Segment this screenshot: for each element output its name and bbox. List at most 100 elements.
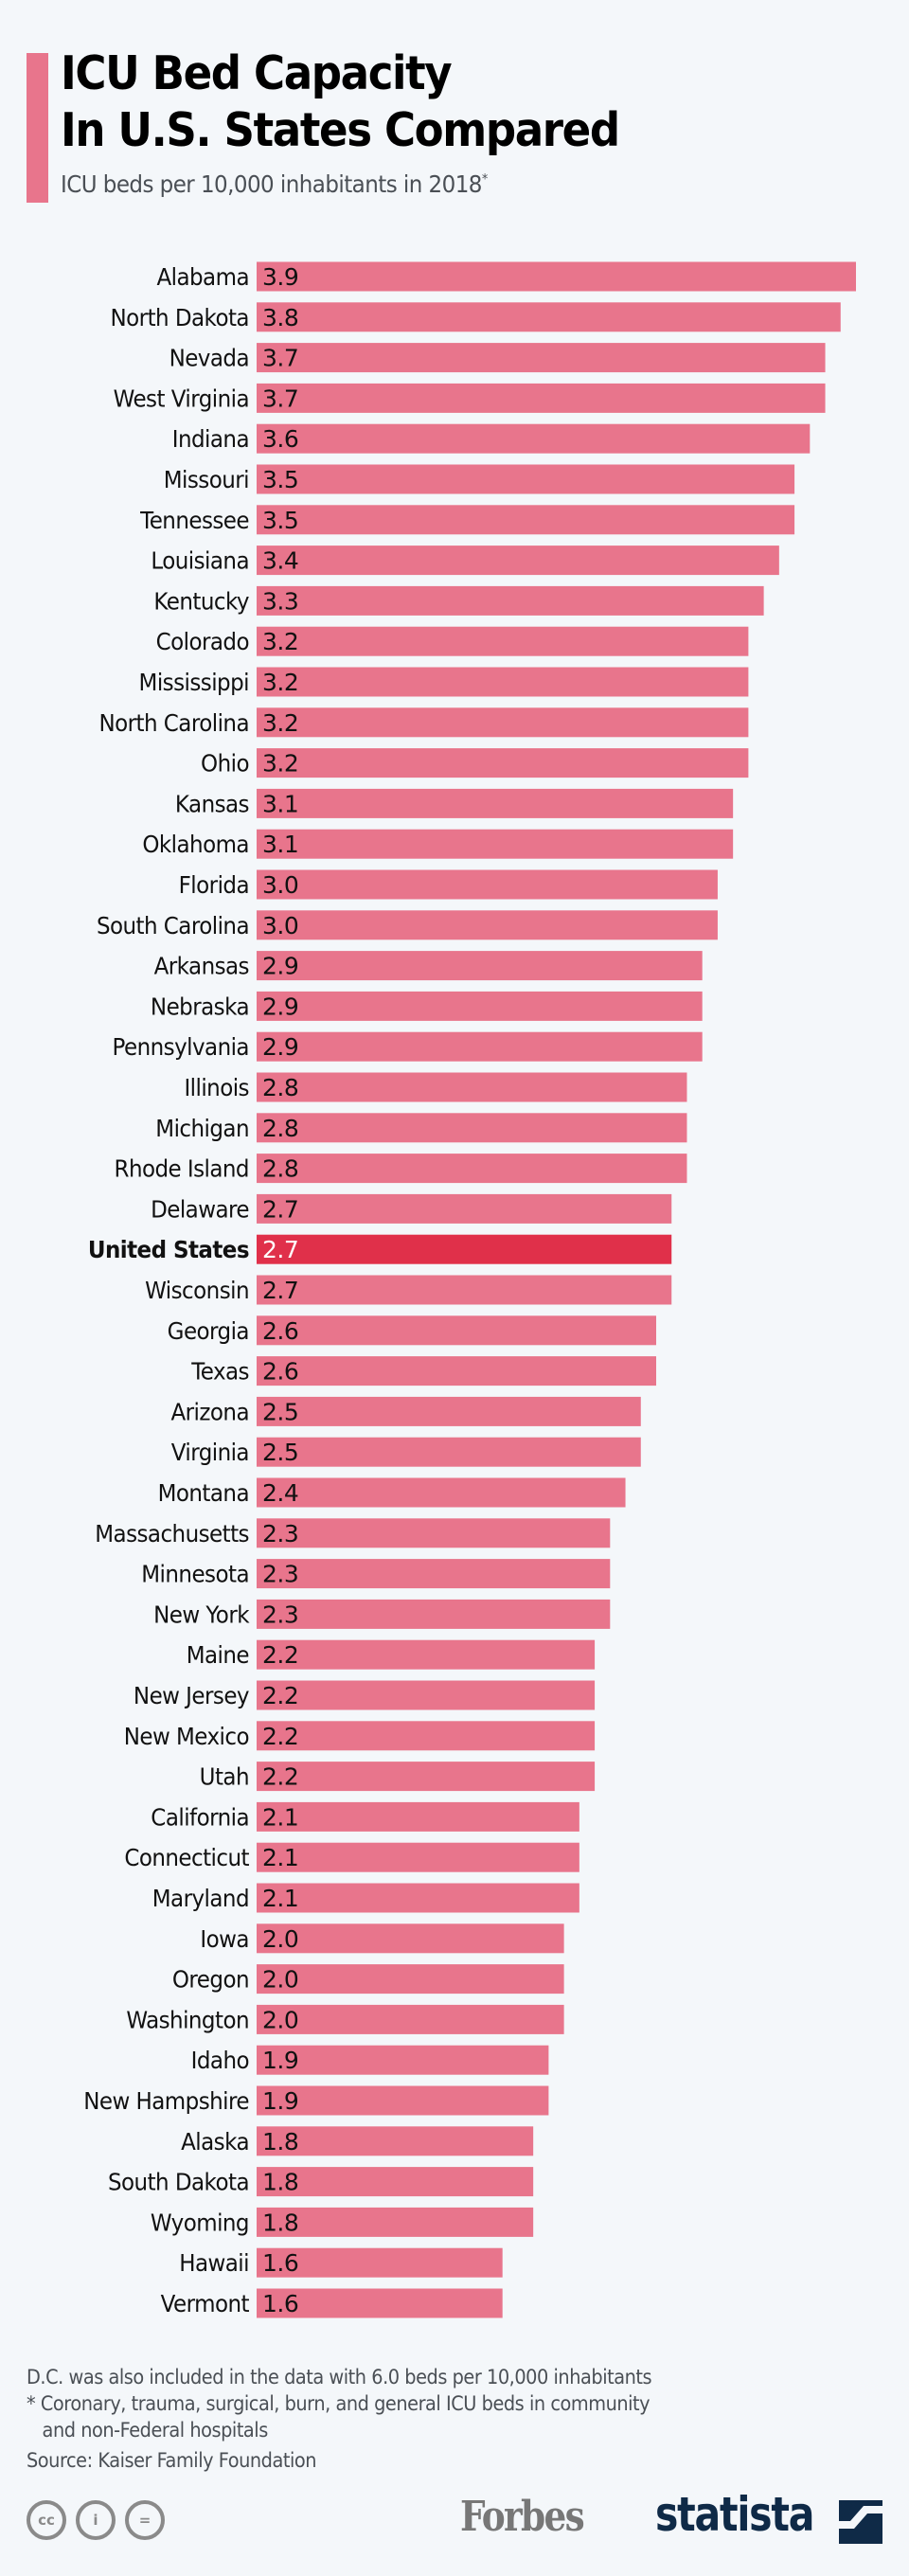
- value-label: 3.1: [262, 831, 298, 858]
- attribution-icon[interactable]: i: [76, 2500, 116, 2540]
- bar: [257, 1801, 579, 1832]
- category-label: Nebraska: [151, 993, 249, 1021]
- category-label: California: [151, 1804, 249, 1832]
- category-label: Maryland: [152, 1885, 249, 1912]
- bar: [257, 261, 856, 292]
- bar-row: Washington 2.0: [126, 2004, 564, 2034]
- bar-row: Pennsylvania 2.9: [113, 1031, 703, 1062]
- category-label: Hawaii: [179, 2249, 249, 2277]
- category-label: Missouri: [164, 466, 249, 493]
- bar-row: Arkansas 2.9: [154, 951, 703, 981]
- forbes-logo[interactable]: Forbes: [460, 2493, 585, 2541]
- category-label: Georgia: [168, 1317, 249, 1345]
- bar-row: Oklahoma 3.1: [142, 829, 734, 859]
- bar-row: Illinois 2.8: [184, 1072, 687, 1102]
- value-label: 2.9: [262, 953, 298, 980]
- bar-row: North Dakota 3.8: [111, 302, 841, 332]
- category-label: Wisconsin: [145, 1277, 249, 1304]
- license-icons: cc i =: [27, 2500, 165, 2540]
- category-label: Arkansas: [154, 953, 249, 980]
- bar-row: Michigan 2.8: [155, 1113, 687, 1143]
- value-label: 3.0: [262, 871, 298, 899]
- footnote-line-2: and non-Federal hospitals: [42, 2419, 269, 2442]
- value-label: 1.9: [262, 2087, 298, 2115]
- value-label: 3.2: [262, 628, 298, 655]
- category-label: Massachusetts: [95, 1520, 249, 1547]
- value-label: 1.9: [262, 2047, 298, 2074]
- value-label: 1.6: [262, 2249, 298, 2277]
- value-label: 1.6: [262, 2290, 298, 2317]
- bar-row: Virginia 2.5: [171, 1437, 641, 1467]
- bar: [257, 1275, 672, 1305]
- bar: [257, 302, 841, 332]
- category-label: Kansas: [175, 791, 249, 818]
- value-label: 3.6: [262, 425, 298, 453]
- bar: [257, 788, 734, 818]
- category-label: Kentucky: [153, 588, 249, 616]
- subtitle: ICU beds per 10,000 inhabitants in 2018*: [61, 170, 488, 198]
- dc-note: D.C. was also included in the data with …: [27, 2366, 652, 2388]
- title-accent-bar: [27, 53, 48, 203]
- no-derivatives-icon[interactable]: =: [125, 2500, 165, 2540]
- category-label: Minnesota: [141, 1561, 249, 1588]
- bar: [257, 2126, 534, 2156]
- bar-row: Idaho 1.9: [191, 2045, 549, 2075]
- bar-row: New York 2.3: [153, 1599, 611, 1629]
- bar: [257, 2045, 549, 2075]
- category-label: Vermont: [161, 2290, 249, 2317]
- category-label: New Jersey: [134, 1682, 249, 1709]
- category-label: West Virginia: [114, 385, 249, 413]
- value-label: 2.9: [262, 1033, 298, 1061]
- category-label: Montana: [158, 1479, 249, 1507]
- statista-logo-text[interactable]: statista: [655, 2487, 814, 2542]
- bar-row: Colorado 3.2: [156, 626, 749, 656]
- bar: [257, 1072, 687, 1102]
- bar: [257, 1356, 656, 1386]
- value-label: 1.8: [262, 2209, 298, 2236]
- bar: [257, 748, 749, 778]
- category-label: New Mexico: [124, 1723, 249, 1750]
- category-label: United States: [88, 1236, 249, 1263]
- subtitle-text: ICU beds per 10,000 inhabitants in 2018: [61, 170, 482, 198]
- bar-row: Nevada 3.7: [169, 343, 826, 373]
- bar: [257, 2207, 534, 2237]
- value-label: 3.5: [262, 507, 298, 534]
- category-label: New York: [153, 1601, 250, 1629]
- value-label: 3.7: [262, 345, 298, 372]
- statista-logo-icon[interactable]: [839, 2500, 882, 2544]
- value-label: 3.9: [262, 263, 298, 291]
- bar-row: Georgia 2.6: [168, 1315, 656, 1346]
- value-label: 2.2: [262, 1682, 298, 1709]
- bar-row: Oregon 2.0: [172, 1964, 564, 1995]
- bar-row: West Virginia 3.7: [114, 383, 826, 413]
- category-label: Colorado: [156, 628, 249, 655]
- bar-row: Minnesota 2.3: [141, 1559, 611, 1589]
- bar: [257, 2288, 503, 2318]
- value-label: 2.7: [262, 1277, 298, 1304]
- bar-row: Mississippi 3.2: [139, 667, 749, 697]
- bar-row: Louisiana 3.4: [151, 546, 779, 576]
- cc-icon[interactable]: cc: [27, 2500, 66, 2540]
- bar-row: Rhode Island 2.8: [115, 1154, 687, 1184]
- bar: [257, 2167, 534, 2197]
- value-label: 2.0: [262, 2006, 298, 2033]
- category-label: Connecticut: [124, 1844, 249, 1871]
- category-label: Arizona: [170, 1399, 249, 1426]
- category-label: Alaska: [181, 2128, 249, 2156]
- bar-row: Alaska 1.8: [181, 2126, 534, 2156]
- footnote-line-1: * Coronary, trauma, surgical, burn, and …: [27, 2392, 651, 2415]
- bar: [257, 585, 764, 616]
- value-label: 3.8: [262, 304, 298, 331]
- bar-row: Nebraska 2.9: [151, 991, 703, 1021]
- bar-row: Wisconsin 2.7: [145, 1275, 672, 1305]
- value-label: 3.0: [262, 912, 298, 939]
- category-label: Alabama: [156, 263, 249, 291]
- bar-row: Iowa 2.0: [200, 1923, 564, 1954]
- value-label: 1.8: [262, 2128, 298, 2156]
- category-label: Ohio: [201, 750, 249, 778]
- bar-row: Wyoming 1.8: [151, 2207, 534, 2237]
- value-label: 2.4: [262, 1479, 298, 1507]
- bar-row: New Hampshire 1.9: [83, 2085, 549, 2116]
- category-label: Idaho: [191, 2047, 249, 2074]
- bar-row: Montana 2.4: [158, 1477, 626, 1508]
